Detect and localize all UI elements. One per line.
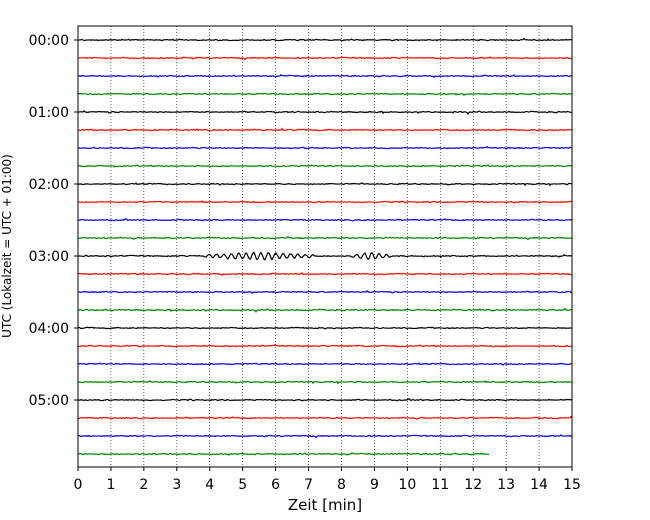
x-tick-label-5: 5 bbox=[238, 477, 247, 493]
seismic-trace-22 bbox=[77, 434, 573, 439]
x-tick-label-1: 1 bbox=[106, 477, 115, 493]
x-tick-label-3: 3 bbox=[172, 477, 181, 493]
grid-lines bbox=[110, 26, 540, 467]
seismic-trace-17 bbox=[77, 344, 573, 348]
seismic-trace-23 bbox=[77, 451, 490, 457]
plot-frame bbox=[77, 25, 573, 468]
x-tick-label-2: 2 bbox=[139, 477, 148, 493]
x-tick-label-8: 8 bbox=[337, 477, 346, 493]
seismic-trace-8 bbox=[77, 181, 573, 187]
x-tick-label-13: 13 bbox=[497, 477, 515, 493]
y-tick-label-4: 04:00 bbox=[29, 321, 69, 337]
seismic-trace-6 bbox=[77, 146, 573, 150]
y-tick-label-5: 05:00 bbox=[29, 393, 69, 409]
x-tick-label-9: 9 bbox=[370, 477, 379, 493]
seismic-trace-3 bbox=[77, 92, 573, 97]
seismic-trace-7 bbox=[77, 164, 573, 168]
x-tick-label-12: 12 bbox=[464, 477, 482, 493]
x-tick-label-6: 6 bbox=[271, 477, 280, 493]
seismic-trace-19 bbox=[77, 379, 573, 385]
x-tick-label-14: 14 bbox=[530, 477, 548, 493]
seismic-trace-4 bbox=[77, 110, 573, 115]
seismic-trace-1 bbox=[77, 56, 573, 61]
x-tick-label-11: 11 bbox=[431, 477, 449, 493]
seismic-trace-9 bbox=[77, 200, 573, 204]
x-tick-label-10: 10 bbox=[398, 477, 416, 493]
y-tick-label-2: 02:00 bbox=[29, 177, 69, 193]
seismic-trace-20 bbox=[77, 397, 573, 402]
seismic-trace-18 bbox=[77, 362, 573, 366]
x-axis-ticks: 0 1 2 3 4 5 6 7 8 9 10 11 12 13 14 15 bbox=[74, 467, 581, 493]
seismic-trace-15 bbox=[77, 307, 573, 313]
x-tick-label-15: 15 bbox=[563, 477, 581, 493]
seismic-trace-14 bbox=[77, 290, 573, 295]
x-tick-label-0: 0 bbox=[74, 477, 83, 493]
seismic-traces bbox=[77, 37, 573, 457]
y-tick-label-1: 01:00 bbox=[29, 105, 69, 121]
x-tick-label-7: 7 bbox=[304, 477, 313, 493]
seismic-trace-16 bbox=[77, 326, 573, 330]
x-axis-label: Zeit [min] bbox=[288, 496, 362, 514]
seismic-trace-11 bbox=[77, 235, 573, 241]
seismic-trace-10 bbox=[77, 217, 573, 222]
y-axis-label: UTC (Lokalzeit = UTC + 01:00) bbox=[0, 154, 14, 338]
seismic-trace-2 bbox=[77, 73, 573, 79]
seismic-trace-13 bbox=[77, 272, 573, 277]
y-axis-ticks: 00:00 01:00 02:00 03:00 04:00 05:00 bbox=[29, 33, 78, 409]
y-tick-label-0: 00:00 bbox=[29, 33, 69, 49]
seismic-trace-5 bbox=[77, 127, 573, 132]
y-tick-label-3: 03:00 bbox=[29, 249, 69, 265]
seismic-trace-12 bbox=[77, 251, 573, 261]
x-tick-label-4: 4 bbox=[205, 477, 214, 493]
seismic-trace-21 bbox=[77, 415, 573, 420]
seismic-trace-0 bbox=[77, 37, 573, 42]
